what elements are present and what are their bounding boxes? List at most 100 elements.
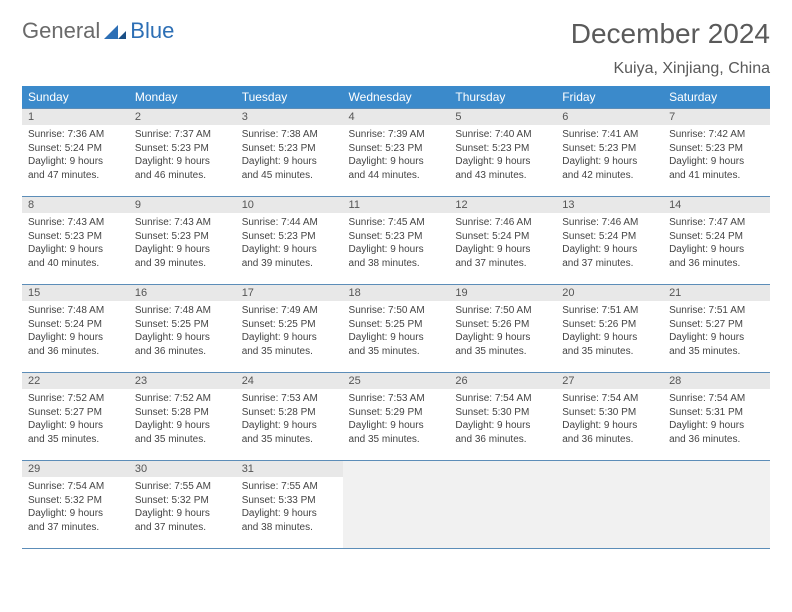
weekday-header: Thursday (449, 86, 556, 109)
daylight-text-2: and 47 minutes. (28, 169, 123, 183)
sunrise-text: Sunrise: 7:46 AM (562, 216, 657, 230)
day-number: 22 (22, 373, 129, 389)
day-details: Sunrise: 7:39 AMSunset: 5:23 PMDaylight:… (343, 125, 450, 186)
daylight-text-1: Daylight: 9 hours (455, 419, 550, 433)
day-number: 10 (236, 197, 343, 213)
weekday-header: Monday (129, 86, 236, 109)
calendar-row: 15Sunrise: 7:48 AMSunset: 5:24 PMDayligh… (22, 285, 770, 373)
day-number: 23 (129, 373, 236, 389)
daylight-text-2: and 37 minutes. (28, 521, 123, 535)
calendar-cell: 11Sunrise: 7:45 AMSunset: 5:23 PMDayligh… (343, 197, 450, 285)
day-details: Sunrise: 7:54 AMSunset: 5:30 PMDaylight:… (449, 389, 556, 450)
daylight-text-1: Daylight: 9 hours (135, 331, 230, 345)
day-details: Sunrise: 7:40 AMSunset: 5:23 PMDaylight:… (449, 125, 556, 186)
daylight-text-2: and 35 minutes. (562, 345, 657, 359)
sunrise-text: Sunrise: 7:46 AM (455, 216, 550, 230)
sunrise-text: Sunrise: 7:53 AM (242, 392, 337, 406)
calendar-cell: 2Sunrise: 7:37 AMSunset: 5:23 PMDaylight… (129, 109, 236, 197)
daylight-text-2: and 35 minutes. (455, 345, 550, 359)
sunset-text: Sunset: 5:29 PM (349, 406, 444, 420)
calendar-table: Sunday Monday Tuesday Wednesday Thursday… (22, 86, 770, 549)
day-details: Sunrise: 7:49 AMSunset: 5:25 PMDaylight:… (236, 301, 343, 362)
day-number: 20 (556, 285, 663, 301)
sunrise-text: Sunrise: 7:40 AM (455, 128, 550, 142)
calendar-row: 8Sunrise: 7:43 AMSunset: 5:23 PMDaylight… (22, 197, 770, 285)
day-details: Sunrise: 7:48 AMSunset: 5:24 PMDaylight:… (22, 301, 129, 362)
logo-mark-icon (104, 23, 126, 39)
sunrise-text: Sunrise: 7:43 AM (135, 216, 230, 230)
daylight-text-1: Daylight: 9 hours (349, 331, 444, 345)
daylight-text-2: and 44 minutes. (349, 169, 444, 183)
sunset-text: Sunset: 5:24 PM (455, 230, 550, 244)
sunset-text: Sunset: 5:23 PM (135, 230, 230, 244)
day-number: 19 (449, 285, 556, 301)
daylight-text-1: Daylight: 9 hours (349, 419, 444, 433)
sunset-text: Sunset: 5:24 PM (28, 142, 123, 156)
day-details: Sunrise: 7:54 AMSunset: 5:31 PMDaylight:… (663, 389, 770, 450)
daylight-text-2: and 39 minutes. (242, 257, 337, 271)
daylight-text-2: and 35 minutes. (242, 345, 337, 359)
sunset-text: Sunset: 5:31 PM (669, 406, 764, 420)
header: General Blue December 2024 Kuiya, Xinjia… (22, 18, 770, 78)
location: Kuiya, Xinjiang, China (571, 60, 770, 78)
day-details: Sunrise: 7:46 AMSunset: 5:24 PMDaylight:… (556, 213, 663, 274)
daylight-text-1: Daylight: 9 hours (349, 243, 444, 257)
daylight-text-1: Daylight: 9 hours (242, 243, 337, 257)
sunrise-text: Sunrise: 7:53 AM (349, 392, 444, 406)
day-number: 18 (343, 285, 450, 301)
day-details: Sunrise: 7:55 AMSunset: 5:32 PMDaylight:… (129, 477, 236, 538)
calendar-row: 22Sunrise: 7:52 AMSunset: 5:27 PMDayligh… (22, 373, 770, 461)
daylight-text-2: and 38 minutes. (242, 521, 337, 535)
day-details: Sunrise: 7:43 AMSunset: 5:23 PMDaylight:… (129, 213, 236, 274)
calendar-row: 29Sunrise: 7:54 AMSunset: 5:32 PMDayligh… (22, 461, 770, 549)
sunset-text: Sunset: 5:27 PM (669, 318, 764, 332)
sunrise-text: Sunrise: 7:54 AM (28, 480, 123, 494)
calendar-cell: 21Sunrise: 7:51 AMSunset: 5:27 PMDayligh… (663, 285, 770, 373)
calendar-cell: 13Sunrise: 7:46 AMSunset: 5:24 PMDayligh… (556, 197, 663, 285)
sunrise-text: Sunrise: 7:43 AM (28, 216, 123, 230)
day-details: Sunrise: 7:54 AMSunset: 5:32 PMDaylight:… (22, 477, 129, 538)
day-details: Sunrise: 7:37 AMSunset: 5:23 PMDaylight:… (129, 125, 236, 186)
day-number: 11 (343, 197, 450, 213)
sunrise-text: Sunrise: 7:55 AM (135, 480, 230, 494)
day-number: 21 (663, 285, 770, 301)
weekday-header: Sunday (22, 86, 129, 109)
day-number: 6 (556, 109, 663, 125)
daylight-text-1: Daylight: 9 hours (669, 155, 764, 169)
calendar-cell: . (556, 461, 663, 549)
sunrise-text: Sunrise: 7:38 AM (242, 128, 337, 142)
day-number: 9 (129, 197, 236, 213)
sunset-text: Sunset: 5:26 PM (562, 318, 657, 332)
daylight-text-2: and 46 minutes. (135, 169, 230, 183)
sunset-text: Sunset: 5:23 PM (349, 142, 444, 156)
calendar-cell: 20Sunrise: 7:51 AMSunset: 5:26 PMDayligh… (556, 285, 663, 373)
day-details: Sunrise: 7:52 AMSunset: 5:28 PMDaylight:… (129, 389, 236, 450)
day-details: Sunrise: 7:51 AMSunset: 5:27 PMDaylight:… (663, 301, 770, 362)
logo: General Blue (22, 18, 174, 44)
sunrise-text: Sunrise: 7:45 AM (349, 216, 444, 230)
day-number: 5 (449, 109, 556, 125)
day-number: 31 (236, 461, 343, 477)
logo-text-blue: Blue (130, 18, 174, 44)
sunset-text: Sunset: 5:24 PM (562, 230, 657, 244)
sunrise-text: Sunrise: 7:48 AM (135, 304, 230, 318)
sunrise-text: Sunrise: 7:52 AM (135, 392, 230, 406)
weekday-header: Friday (556, 86, 663, 109)
sunrise-text: Sunrise: 7:42 AM (669, 128, 764, 142)
day-details: Sunrise: 7:53 AMSunset: 5:28 PMDaylight:… (236, 389, 343, 450)
daylight-text-1: Daylight: 9 hours (242, 155, 337, 169)
calendar-cell: . (449, 461, 556, 549)
calendar-cell: 25Sunrise: 7:53 AMSunset: 5:29 PMDayligh… (343, 373, 450, 461)
daylight-text-1: Daylight: 9 hours (562, 243, 657, 257)
day-details: Sunrise: 7:48 AMSunset: 5:25 PMDaylight:… (129, 301, 236, 362)
calendar-cell: 15Sunrise: 7:48 AMSunset: 5:24 PMDayligh… (22, 285, 129, 373)
calendar-cell: 17Sunrise: 7:49 AMSunset: 5:25 PMDayligh… (236, 285, 343, 373)
daylight-text-1: Daylight: 9 hours (455, 155, 550, 169)
sunrise-text: Sunrise: 7:52 AM (28, 392, 123, 406)
day-number: 2 (129, 109, 236, 125)
sunset-text: Sunset: 5:23 PM (562, 142, 657, 156)
sunset-text: Sunset: 5:23 PM (135, 142, 230, 156)
day-details: Sunrise: 7:41 AMSunset: 5:23 PMDaylight:… (556, 125, 663, 186)
daylight-text-1: Daylight: 9 hours (669, 419, 764, 433)
daylight-text-2: and 38 minutes. (349, 257, 444, 271)
